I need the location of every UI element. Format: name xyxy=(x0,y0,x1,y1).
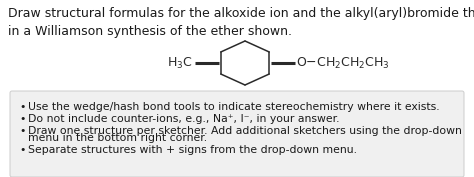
Text: Draw structural formulas for the alkoxide ion and the alkyl(aryl)bromide that ma: Draw structural formulas for the alkoxid… xyxy=(8,7,474,38)
Text: •: • xyxy=(19,145,26,155)
Text: Separate structures with + signs from the drop-down menu.: Separate structures with + signs from th… xyxy=(28,145,357,155)
Text: Do not include counter-ions, e.g., Na⁺, I⁻, in your answer.: Do not include counter-ions, e.g., Na⁺, … xyxy=(28,114,339,124)
Text: •: • xyxy=(19,114,26,124)
Text: H$_3$C: H$_3$C xyxy=(167,55,193,71)
Text: •: • xyxy=(19,102,26,112)
FancyBboxPatch shape xyxy=(10,91,464,177)
Text: Use the wedge/hash bond tools to indicate stereochemistry where it exists.: Use the wedge/hash bond tools to indicat… xyxy=(28,102,439,112)
Text: Draw one structure per sketcher. Add additional sketchers using the drop-down: Draw one structure per sketcher. Add add… xyxy=(28,126,462,136)
Text: •: • xyxy=(19,126,26,136)
Text: O$-$CH$_2$CH$_2$CH$_3$: O$-$CH$_2$CH$_2$CH$_3$ xyxy=(296,55,390,71)
Text: menu in the bottom right corner.: menu in the bottom right corner. xyxy=(28,133,207,143)
